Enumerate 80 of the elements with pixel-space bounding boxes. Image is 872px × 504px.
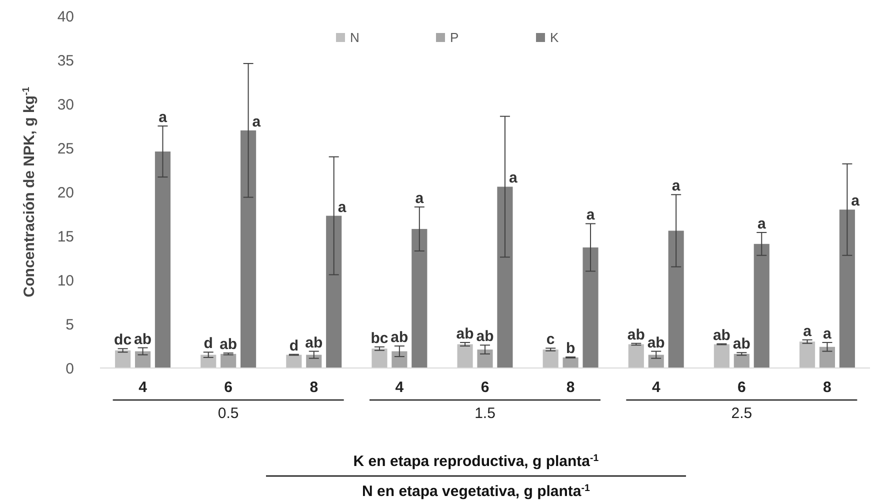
data-label: a [851, 192, 860, 210]
data-label: ab [305, 334, 323, 352]
bar [628, 344, 644, 368]
bar [240, 130, 256, 368]
bar [477, 350, 493, 368]
bar [286, 354, 302, 368]
data-label: ab [390, 329, 408, 346]
bar [220, 354, 236, 368]
x-tick-label: 6 [480, 379, 490, 396]
bar [200, 354, 216, 368]
x-tick-label: 6 [224, 379, 233, 396]
x-tick-label: 4 [652, 379, 661, 396]
bar [134, 351, 151, 368]
y-tick-label: 20 [57, 184, 74, 202]
data-label: a [586, 206, 596, 224]
y-tick-label: 30 [57, 96, 74, 114]
data-label: bc [370, 330, 388, 347]
y-tick-label: 0 [66, 360, 74, 378]
data-label: a [757, 215, 766, 232]
y-tick-label: 25 [57, 140, 74, 158]
bar [668, 230, 684, 368]
y-tick-label: 35 [57, 52, 74, 70]
legend-label: N [350, 30, 360, 45]
x-axis-title: K en etapa reproductiva, g planta$^{-1}$ [353, 452, 600, 470]
data-label: a [252, 113, 262, 130]
bar [562, 357, 578, 368]
data-label: ab [712, 326, 730, 344]
data-label: a [803, 322, 812, 340]
data-label: ab [647, 334, 665, 352]
bar [542, 350, 558, 368]
bar [582, 247, 598, 368]
data-label: a [338, 198, 347, 216]
y-tick-label: 40 [57, 8, 74, 26]
data-label: ab [476, 328, 494, 346]
data-label: b [566, 340, 576, 357]
data-label: a [415, 190, 424, 207]
x-tick-label: 4 [395, 379, 404, 396]
bar [754, 244, 770, 368]
bar [115, 350, 131, 368]
y-tick-label: 10 [57, 272, 74, 290]
data-label: ab [220, 336, 238, 354]
data-label: ab [134, 330, 152, 348]
data-label: ab [456, 325, 474, 342]
data-label: a [158, 109, 168, 126]
x-tick-label: 8 [823, 379, 832, 396]
bar [306, 354, 322, 368]
bar [372, 348, 388, 368]
bar [392, 351, 408, 368]
bar [457, 344, 473, 368]
y-tick-label: 15 [57, 228, 74, 246]
text: 0.5 [218, 405, 239, 422]
y-tick-label: 5 [66, 316, 74, 334]
data-label: d [204, 335, 213, 352]
bar [734, 354, 750, 368]
x-tick-label: 8 [310, 379, 318, 396]
data-label: c [546, 331, 555, 348]
bar [819, 346, 836, 368]
data-label: ab [732, 336, 750, 353]
text: 1.5 [474, 405, 496, 422]
legend-label: P [450, 30, 459, 45]
data-label: a [823, 325, 832, 342]
legend-label: K [550, 30, 559, 45]
data-label: ab [627, 326, 645, 344]
bar [714, 344, 730, 368]
data-label: dc [114, 332, 132, 349]
bar [154, 152, 171, 368]
bar [799, 342, 816, 368]
bar [412, 228, 428, 368]
data-label: a [672, 178, 681, 195]
bar [326, 216, 342, 368]
bar [497, 186, 513, 368]
bar [648, 354, 664, 368]
x-tick-label: 6 [737, 379, 746, 396]
text: N en etapa vegetativa, g planta$^{-1}$ [362, 482, 591, 500]
x-tick-label: 4 [138, 379, 148, 396]
data-label: a [508, 170, 518, 187]
text: 2.5 [731, 405, 752, 422]
bar [839, 210, 855, 368]
x-tick-label: 8 [566, 379, 575, 396]
data-label: d [289, 337, 299, 354]
